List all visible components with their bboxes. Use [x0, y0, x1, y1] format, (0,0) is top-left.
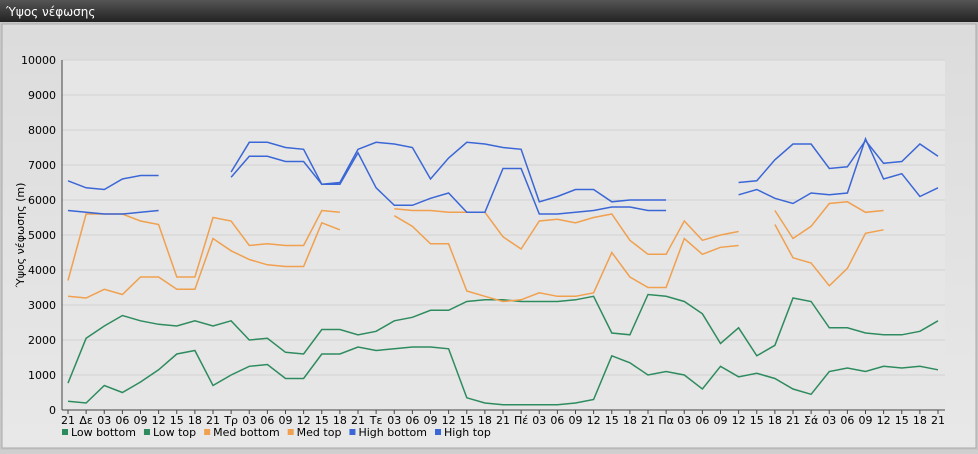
x-tick-label: 21 [641, 414, 655, 427]
x-tick-label: 06 [550, 414, 564, 427]
x-tick-label: Πα [658, 414, 674, 427]
legend-label: Med bottom [213, 426, 280, 439]
x-tick-label: 09 [134, 414, 148, 427]
x-tick-label: 21 [786, 414, 800, 427]
x-tick-label: 15 [605, 414, 619, 427]
legend-label: High top [444, 426, 491, 439]
x-tick-label: 15 [315, 414, 329, 427]
x-tick-label: 21 [206, 414, 220, 427]
legend-swatch [204, 429, 211, 435]
y-tick-label: 2000 [28, 334, 56, 347]
x-tick-label: 03 [97, 414, 111, 427]
x-tick-label: Τε [369, 414, 383, 427]
x-tick-label: 03 [242, 414, 256, 427]
x-tick-label: 06 [115, 414, 129, 427]
legend-swatch [435, 429, 441, 435]
x-tick-label: 18 [188, 414, 202, 427]
x-tick-label: 12 [732, 414, 746, 427]
x-tick-label: 15 [750, 414, 764, 427]
x-tick-label: 03 [822, 414, 836, 427]
x-tick-label: 18 [623, 414, 637, 427]
legend-swatch [143, 429, 150, 435]
x-tick-label: 21 [61, 414, 75, 427]
x-tick-label: 12 [152, 414, 166, 427]
y-tick-label: 1000 [28, 369, 56, 382]
x-tick-label: 18 [768, 414, 782, 427]
x-tick-label: 12 [442, 414, 456, 427]
x-tick-label: 18 [913, 414, 927, 427]
x-tick-label: 06 [840, 414, 854, 427]
x-tick-label: 15 [460, 414, 474, 427]
title-bar [0, 0, 978, 22]
y-tick-label: 9000 [28, 89, 56, 102]
window-title: Ύψος νέφωσης [5, 5, 95, 19]
x-tick-label: 12 [297, 414, 311, 427]
series-line [67, 346, 939, 406]
legend-swatch [287, 429, 294, 435]
x-tick-label: 06 [695, 414, 709, 427]
x-tick-label: Τρ [223, 414, 238, 427]
x-tick-label: 21 [351, 414, 365, 427]
series-line [67, 139, 939, 203]
y-tick-label: 7000 [28, 159, 56, 172]
x-tick-label: 09 [714, 414, 728, 427]
x-tick-label: 03 [677, 414, 691, 427]
y-tick-label: 6000 [28, 194, 56, 207]
x-tick-label: 15 [170, 414, 184, 427]
x-tick-label: 09 [569, 414, 583, 427]
x-tick-label: Σά [804, 414, 818, 427]
y-tick-label: 5000 [28, 229, 56, 242]
x-tick-label: 21 [496, 414, 510, 427]
y-axis-label: Ύψος νέφωσης (m) [14, 183, 27, 289]
x-tick-label: 15 [895, 414, 909, 427]
x-tick-label: Πέ [514, 414, 528, 427]
legend-swatch [349, 429, 356, 435]
x-tick-label: 12 [877, 414, 891, 427]
x-tick-label: 03 [532, 414, 546, 427]
x-tick-label: 21 [931, 414, 945, 427]
x-tick-label: 09 [859, 414, 873, 427]
legend-swatch [62, 429, 68, 435]
series-line [67, 215, 884, 303]
series-line [67, 293, 939, 384]
x-tick-label: 09 [279, 414, 293, 427]
x-tick-label: 18 [478, 414, 492, 427]
x-tick-label: 18 [333, 414, 347, 427]
series-line [67, 136, 939, 215]
legend-label: Low top [153, 426, 196, 439]
x-tick-label: 09 [424, 414, 438, 427]
y-tick-label: 8000 [28, 124, 56, 137]
y-tick-label: 10000 [21, 54, 56, 67]
legend-label: High bottom [358, 426, 427, 439]
x-tick-label: 12 [587, 414, 601, 427]
x-tick-label: 06 [405, 414, 419, 427]
legend-label: Low bottom [71, 426, 136, 439]
x-tick-label: 06 [260, 414, 274, 427]
x-tick-label: Δε [79, 414, 93, 427]
y-tick-label: 3000 [28, 299, 56, 312]
y-tick-label: 4000 [28, 264, 56, 277]
x-tick-label: 03 [387, 414, 401, 427]
legend-label: Med top [297, 426, 342, 439]
y-tick-label: 0 [49, 404, 56, 417]
